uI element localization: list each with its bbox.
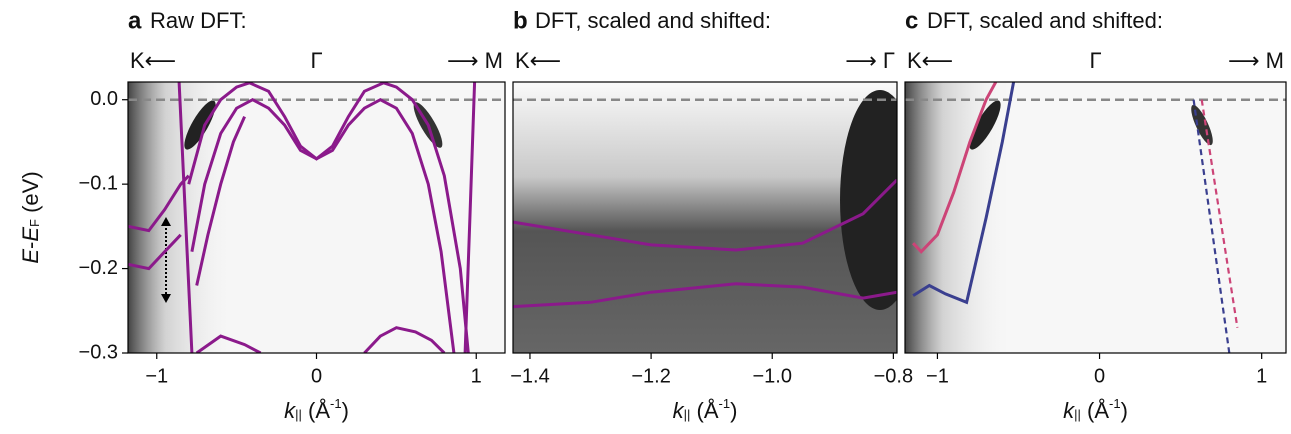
x-tick-label: −1.0 bbox=[752, 365, 791, 387]
dft-band bbox=[513, 178, 897, 252]
axis-label-part: k bbox=[673, 398, 685, 423]
dft-band bbox=[128, 174, 190, 233]
x-tick-label: −1.2 bbox=[631, 365, 670, 387]
x-tick-label: 1 bbox=[1256, 365, 1267, 387]
plot-frame bbox=[904, 81, 1287, 354]
plot-frame bbox=[512, 81, 898, 354]
dft-band bbox=[190, 98, 456, 353]
axis-label-part: k bbox=[1063, 398, 1075, 423]
axis-label-part: (Å bbox=[690, 398, 718, 423]
axis-label-part: ) bbox=[730, 398, 737, 423]
axis-label-part: (Å bbox=[302, 398, 330, 423]
panel-letter: c bbox=[905, 7, 918, 34]
axis-label-part: || bbox=[684, 407, 691, 422]
k-point-label: ⟶ Γ bbox=[845, 48, 895, 73]
axis-label-part: - bbox=[18, 242, 43, 249]
axis-label-part: -1 bbox=[330, 396, 342, 411]
plot-lines bbox=[513, 98, 897, 309]
axis-label-part: ) bbox=[1121, 398, 1128, 423]
panel-title: DFT, scaled and shifted: bbox=[535, 8, 771, 33]
y-tick-label: −0.1 bbox=[79, 172, 118, 194]
dft-band bbox=[128, 233, 182, 271]
panel-title: DFT, scaled and shifted: bbox=[927, 8, 1163, 33]
x-tick-label: −1 bbox=[926, 365, 949, 387]
axis-label-part: -1 bbox=[1109, 396, 1121, 411]
axis-label-part: ) bbox=[342, 398, 349, 423]
dft-band bbox=[187, 82, 470, 353]
axis-label: E-EF (eV) bbox=[18, 171, 43, 263]
dft-band bbox=[363, 326, 446, 353]
plot-lines bbox=[905, 82, 1286, 353]
axis-label-part: || bbox=[1074, 407, 1081, 422]
x-tick-label: 0 bbox=[1094, 365, 1105, 387]
axis-label: k|| (Å-1) bbox=[1063, 396, 1128, 423]
axis-label-part: -1 bbox=[719, 396, 731, 411]
dft-band bbox=[513, 282, 897, 309]
arrow-heads bbox=[161, 217, 171, 303]
k-point-label: K⟵ bbox=[130, 48, 176, 73]
x-tick-label: −1.4 bbox=[510, 365, 549, 387]
k-point-label: K⟵ bbox=[515, 48, 561, 73]
axis-label-part: E bbox=[18, 227, 43, 242]
k-point-label: ⟶ M bbox=[1228, 48, 1284, 73]
panel-letter: a bbox=[128, 7, 142, 34]
dft-band bbox=[912, 82, 998, 254]
panel-title: Raw DFT: bbox=[150, 8, 247, 33]
dft-band bbox=[1200, 99, 1239, 328]
k-point-label: K⟵ bbox=[907, 48, 953, 73]
axis-label: k|| (Å-1) bbox=[673, 396, 738, 423]
axis-label: k|| (Å-1) bbox=[284, 396, 349, 423]
dft-band bbox=[177, 82, 194, 353]
dft-band bbox=[195, 334, 262, 353]
dft-band bbox=[463, 82, 477, 353]
y-tick-label: 0.0 bbox=[90, 88, 118, 110]
x-tick-label: 0 bbox=[311, 365, 322, 387]
x-tick-label: −1 bbox=[145, 365, 168, 387]
k-point-label: ⟶ M bbox=[447, 48, 503, 73]
axis-label-part: (Å bbox=[1081, 398, 1109, 423]
arpes-background bbox=[128, 82, 1286, 353]
plot-lines bbox=[128, 82, 505, 353]
y-tick-label: −0.3 bbox=[79, 341, 118, 363]
axis-label-part: k bbox=[284, 398, 296, 423]
k-point-label: Γ bbox=[1089, 48, 1101, 73]
y-tick-label: −0.2 bbox=[79, 257, 118, 279]
x-tick-label: 1 bbox=[471, 365, 482, 387]
k-point-label: Γ bbox=[310, 48, 322, 73]
axis-label-part: (eV) bbox=[18, 171, 43, 219]
axis-label-part: || bbox=[295, 407, 302, 422]
panel-letter: b bbox=[513, 7, 528, 34]
dft-band bbox=[195, 115, 246, 286]
x-tick-label: −0.8 bbox=[874, 365, 913, 387]
axis-label-part: E bbox=[18, 249, 43, 264]
dft-band bbox=[1192, 99, 1231, 353]
dft-band bbox=[912, 82, 1016, 305]
axis-label-part: F bbox=[27, 219, 42, 227]
